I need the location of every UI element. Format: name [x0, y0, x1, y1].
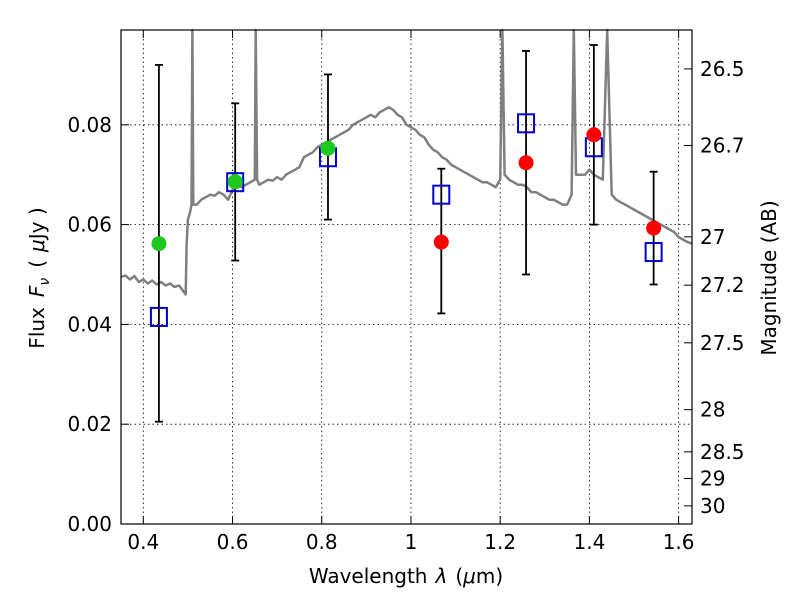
x-tick-label: 1.2: [484, 530, 516, 554]
model-square-marker: [644, 242, 663, 263]
y-tick-label: 0.06: [67, 213, 112, 237]
x-tick-label: 1: [405, 530, 418, 554]
observed-points: [151, 127, 662, 252]
x-tick-label: 0.6: [217, 530, 249, 554]
magnitude-axis-label: Magnitude (AB): [757, 200, 781, 355]
observed-flux-marker: [433, 234, 449, 250]
observed-flux-marker: [518, 155, 534, 171]
y-axis-label: FluxFν(μJy ): [25, 207, 53, 348]
observed-flux-marker: [646, 220, 662, 236]
template-spectrum-group: [120, 28, 693, 296]
model-square-marker: [517, 113, 536, 134]
observed-flux-marker: [151, 236, 167, 252]
observed-flux-marker: [586, 127, 602, 143]
y-tick-label: 0.04: [67, 312, 112, 336]
model-points: [149, 113, 663, 327]
observed-flux-marker: [227, 174, 243, 190]
model-square-marker: [432, 184, 451, 205]
error-bars: [154, 44, 658, 423]
magnitude-tick-label: 27.5: [700, 331, 745, 355]
magnitude-tick-label: 26.5: [700, 57, 745, 81]
x-axis-ticks: 0.4 0.6 0.8 1 1.2 1.4 1.6: [127, 30, 695, 554]
magnitude-tick-label: 26.7: [700, 133, 745, 157]
y-axis-ticks: 0.00 0.02 0.04 0.06 0.08: [67, 113, 129, 536]
model-square-marker: [149, 306, 168, 327]
magnitude-tick-label: 27: [700, 225, 725, 249]
magnitude-axis-ticks: 26.5 26.7 27 27.2 27.5 28 28.529 30: [684, 57, 745, 518]
observed-flux-marker: [320, 140, 336, 156]
magnitude-tick-label: 29: [700, 466, 725, 490]
magnitude-tick-label: 28: [700, 398, 725, 422]
y-tick-label: 0.02: [67, 412, 112, 436]
x-tick-label: 1.4: [573, 530, 605, 554]
x-tick-label: 0.4: [127, 530, 159, 554]
y-tick-label: 0.00: [67, 512, 112, 536]
x-tick-label: 0.8: [306, 530, 338, 554]
magnitude-tick-label: 28.5: [700, 440, 745, 464]
plot-frame: [120, 29, 693, 525]
x-axis-label: Wavelength λ (μm): [309, 564, 503, 588]
grid-lines: [121, 30, 692, 524]
y-tick-label: 0.08: [67, 113, 112, 137]
x-tick-label: 1.6: [663, 530, 695, 554]
magnitude-tick-label: 30: [700, 494, 725, 518]
model-square-marker: [226, 172, 245, 193]
template-spectrum-line: [120, 28, 693, 296]
magnitude-tick-label: 27.2: [700, 273, 745, 297]
